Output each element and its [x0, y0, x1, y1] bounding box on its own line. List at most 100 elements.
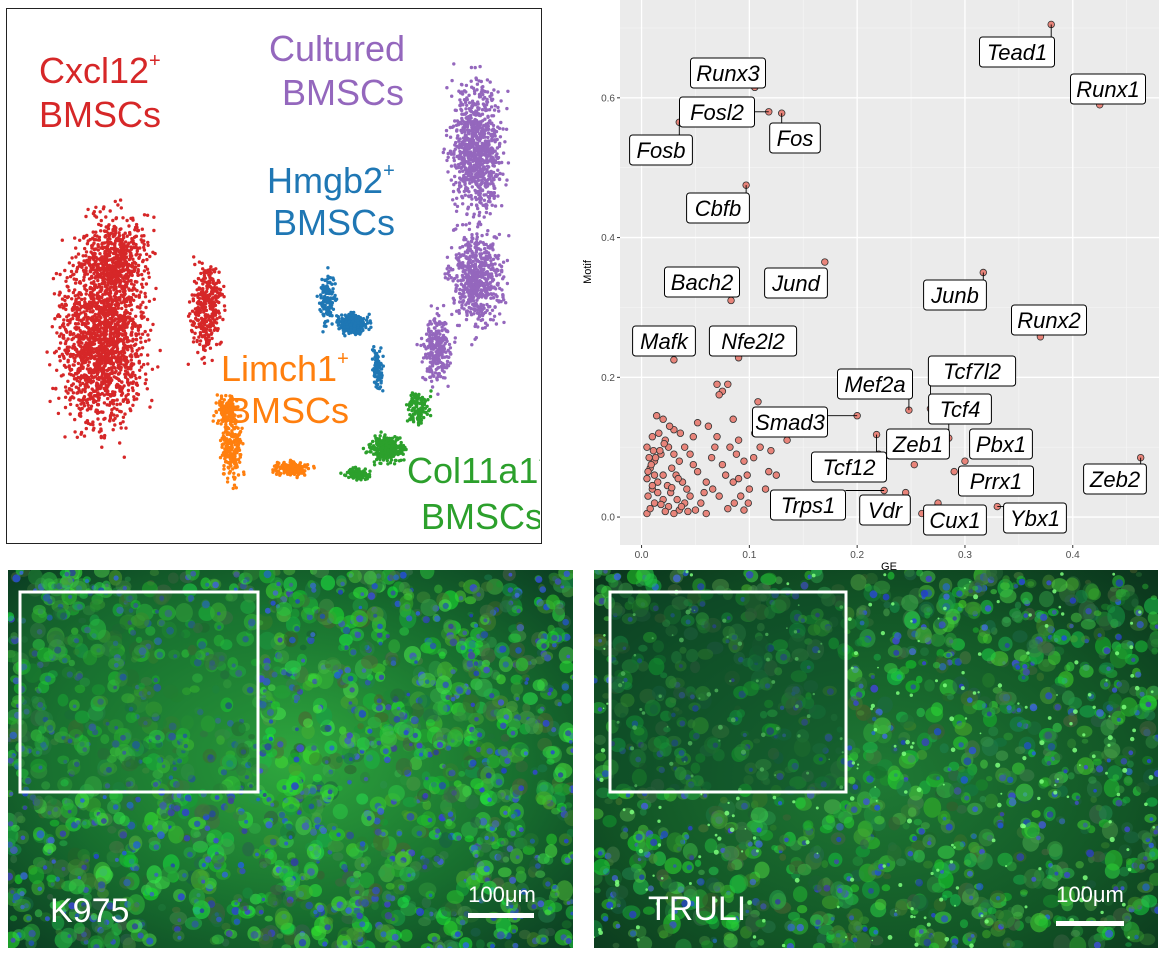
umap-cell-point — [71, 352, 76, 357]
umap-cell-point — [64, 279, 68, 283]
umap-cell-point — [471, 263, 475, 267]
umap-cell-point — [490, 263, 495, 267]
umap-cell-point — [467, 168, 471, 172]
umap-cell-point — [238, 453, 242, 457]
umap-cell-point — [494, 273, 499, 278]
umap-cell-point — [220, 453, 225, 457]
umap-cell-point — [459, 177, 463, 181]
umap-cell-point — [136, 324, 140, 328]
umap-cell-point — [98, 364, 102, 368]
umap-cell-point — [502, 275, 506, 279]
umap-cell-point — [111, 261, 115, 265]
umap-cell-point — [94, 215, 99, 219]
umap-cell-point — [471, 299, 476, 303]
umap-cell-point — [330, 322, 334, 326]
umap-cell-point — [419, 336, 424, 341]
umap-cell-point — [129, 216, 133, 221]
umap-cell-point — [331, 287, 335, 291]
umap-cell-point — [488, 159, 492, 163]
umap-cell-point — [139, 314, 144, 318]
umap-cell-point — [109, 378, 114, 383]
umap-cell-point — [491, 97, 495, 102]
umap-cell-point — [79, 265, 84, 269]
umap-cell-point — [494, 129, 499, 134]
umap-cell-point — [107, 344, 111, 348]
umap-cell-point — [66, 391, 70, 395]
umap-cell-point — [89, 281, 94, 285]
umap-cell-point — [236, 473, 241, 477]
umap-cell-point — [470, 197, 474, 201]
umap-cell-point — [469, 240, 474, 244]
umap-cell-point — [228, 457, 233, 462]
umap-cell-point — [477, 189, 481, 193]
umap-cell-point — [55, 368, 59, 372]
umap-cell-point — [476, 206, 480, 211]
umap-cell-point — [445, 359, 450, 364]
umap-cell-point — [363, 322, 368, 327]
umap-cell-point — [80, 341, 84, 345]
umap-cell-point — [461, 103, 465, 107]
umap-cell-point — [485, 156, 489, 160]
umap-cell-point — [142, 239, 146, 243]
umap-cell-point — [98, 311, 102, 315]
umap-cell-point — [119, 274, 123, 278]
umap-cell-point — [92, 298, 96, 303]
umap-cell-point — [470, 235, 474, 240]
umap-cell-point — [464, 223, 468, 227]
umap-cell-point — [136, 229, 140, 233]
umap-cell-point — [458, 98, 462, 102]
umap-cell-point — [126, 367, 130, 371]
umap-cell-point — [453, 340, 457, 344]
umap-cell-point — [65, 330, 69, 334]
umap-cell-point — [129, 367, 133, 371]
umap-cell-point — [469, 174, 473, 178]
umap-cell-point — [476, 100, 480, 104]
umap-cell-point — [426, 344, 431, 349]
umap-cell-point — [429, 304, 433, 308]
umap-cell-point — [114, 216, 119, 220]
umap-cell-point — [117, 231, 121, 235]
umap-cell-point — [216, 327, 220, 331]
umap-cell-point — [482, 215, 486, 219]
umap-cell-point — [204, 319, 208, 324]
umap-cell-point — [479, 252, 484, 256]
umap-cell-point — [481, 92, 485, 97]
umap-cell-point — [461, 263, 465, 267]
umap-cell-point — [465, 313, 469, 317]
umap-cell-point — [99, 360, 104, 364]
umap-cell-point — [498, 312, 502, 316]
umap-cell-point — [336, 323, 340, 327]
umap-cell-point — [351, 313, 356, 318]
umap-cell-point — [66, 360, 70, 364]
umap-cell-point — [48, 363, 52, 367]
umap-cell-point — [505, 258, 510, 263]
umap-cell-point — [210, 358, 214, 363]
umap-cell-point — [106, 319, 110, 323]
umap-cell-point — [478, 126, 482, 130]
umap-cell-point — [476, 222, 480, 226]
umap-cell-point — [471, 215, 476, 219]
umap-cell-point — [83, 273, 87, 277]
umap-cell-point — [324, 324, 328, 328]
umap-cell-point — [190, 309, 195, 313]
umap-cell-point — [446, 170, 450, 174]
umap-cell-point — [113, 356, 118, 360]
umap-cell-point — [462, 128, 466, 132]
umap-cell-point — [420, 360, 424, 364]
umap-cell-point — [203, 269, 207, 273]
umap-cell-point — [95, 338, 99, 342]
umap-cell-point — [135, 392, 139, 396]
umap-cell-point — [491, 161, 496, 165]
umap-cell-point — [473, 188, 477, 193]
umap-cell-point — [109, 329, 113, 333]
umap-cell-point — [488, 94, 492, 99]
umap-cell-point — [218, 288, 223, 292]
umap-cell-point — [212, 270, 217, 274]
umap-cell-point — [426, 323, 430, 327]
umap-cell-point — [335, 314, 339, 318]
umap-cell-point — [451, 124, 456, 128]
umap-cell-point — [118, 441, 122, 445]
umap-cell-point — [437, 358, 441, 362]
umap-cell-point — [213, 313, 218, 317]
umap-cell-point — [71, 382, 76, 386]
